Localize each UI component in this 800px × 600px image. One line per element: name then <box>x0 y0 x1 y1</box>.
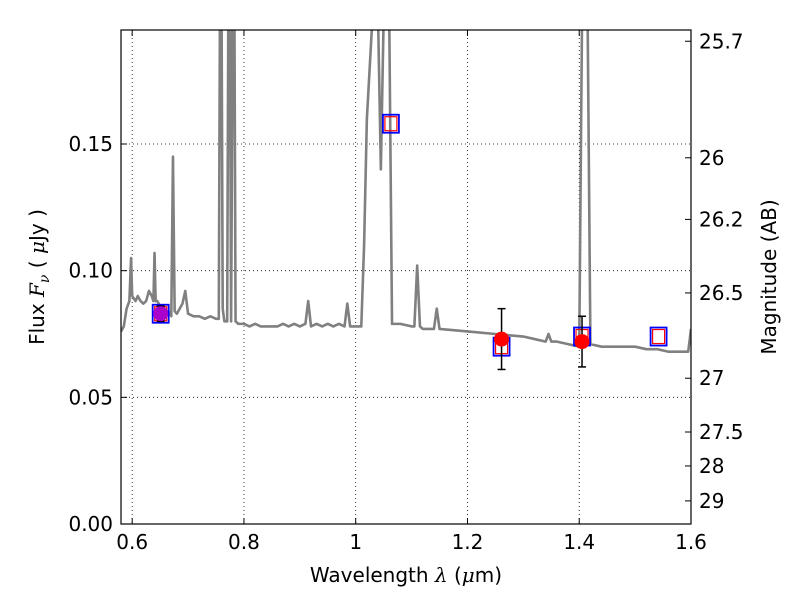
y-axis-label-f: F <box>25 282 49 298</box>
model-square-outer <box>151 303 170 324</box>
x-tick-label: 1.2 <box>452 530 484 554</box>
x-axis-label-unit: m) <box>475 563 502 587</box>
mag-tick-label: 25.7 <box>699 29 744 53</box>
x-tick-label: 0.8 <box>228 530 260 554</box>
x-tick-label: 1.6 <box>675 530 707 554</box>
mag-tick-label: 28 <box>699 454 724 478</box>
y-axis-label-mu: μ <box>25 241 49 254</box>
observed-point <box>153 306 169 322</box>
y-tick-label: 0.00 <box>68 512 113 536</box>
y-axis-label-text: Flux <box>25 297 49 345</box>
y-tick-label: 0.10 <box>68 259 113 283</box>
x-tick-label: 0.6 <box>116 530 148 554</box>
y-tick-label: 0.15 <box>68 132 113 156</box>
mag-tick-label: 26 <box>699 146 724 170</box>
model-square-outer <box>649 326 668 347</box>
x-axis-label-lambda: λ <box>434 563 448 587</box>
y-axis-label: Flux Fν ( μJy ) <box>25 209 53 345</box>
grid <box>121 30 691 524</box>
y-axis-label-nu: ν <box>37 274 53 283</box>
x-tick-label: 1.4 <box>563 530 595 554</box>
y-axis-label-open: ( <box>25 254 49 275</box>
x-axis-label-open: ( <box>448 563 462 587</box>
mag-tick-label: 29 <box>699 489 724 513</box>
model-square-outer <box>382 113 400 134</box>
plot-area <box>121 30 691 371</box>
mag-tick-label: 26.2 <box>699 207 744 231</box>
y2-axis-label: Magnitude (AB) <box>757 199 781 354</box>
x-axis-label-mu: μ <box>462 563 475 587</box>
model-square-inner <box>651 328 666 345</box>
y-axis-label-unit: Jy ) <box>25 209 49 243</box>
y-tick-label: 0.05 <box>68 385 113 409</box>
observed-point <box>574 334 590 350</box>
plot-frame <box>120 29 692 525</box>
x-tick-label: 1 <box>349 530 362 554</box>
x-axis-label: Wavelength λ (μm) <box>310 563 502 587</box>
observed-point <box>494 331 510 347</box>
mag-tick-label: 27.5 <box>699 420 744 444</box>
x-axis-label-text: Wavelength <box>310 563 435 587</box>
mag-tick-label: 27 <box>699 366 724 390</box>
mag-tick-label: 26.5 <box>699 281 744 305</box>
axes-ticks: 0.6 0.8 1 1.2 1.4 1.6 0.00 0.05 0.10 0.15 25.7 26 26… <box>68 29 743 554</box>
model-square-inner <box>384 116 398 132</box>
